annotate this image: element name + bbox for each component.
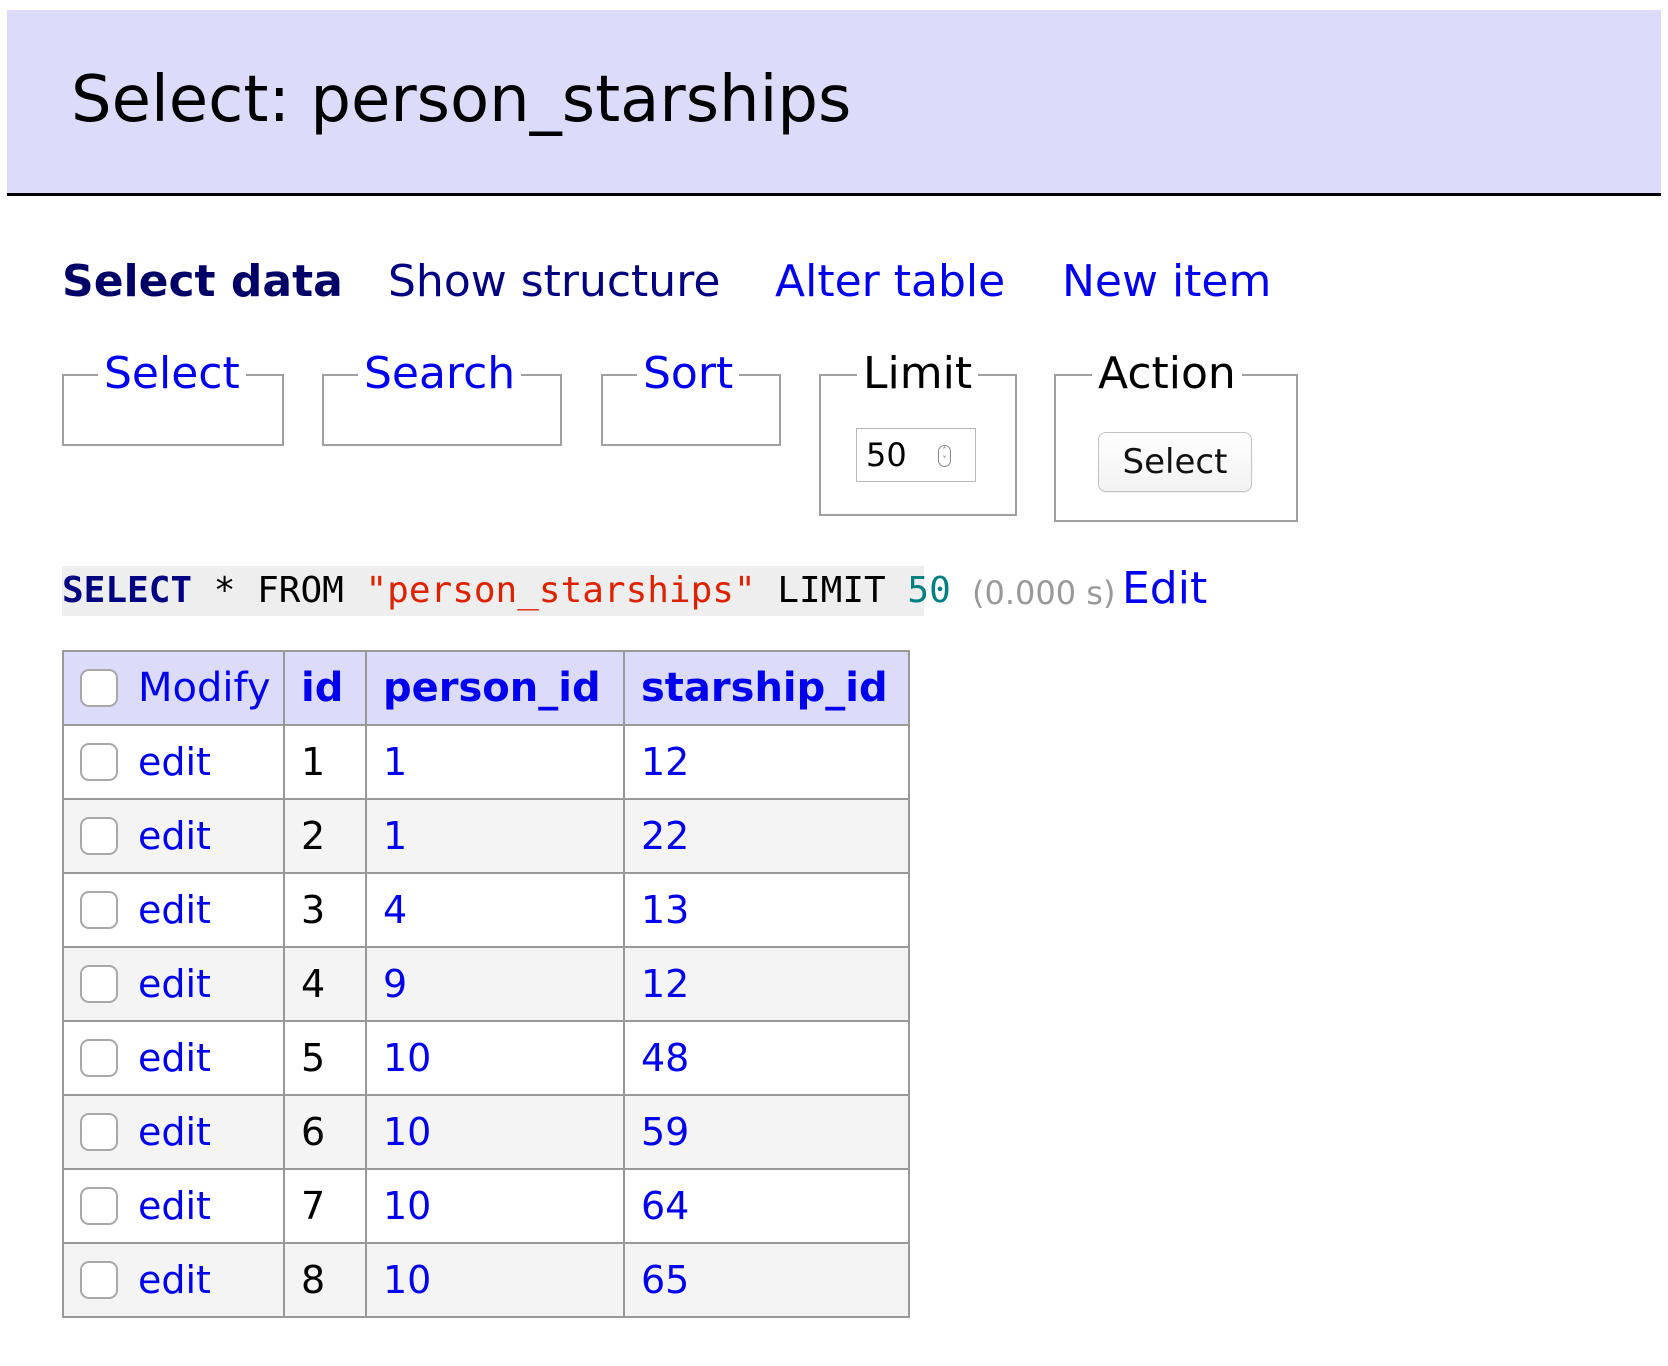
nav-select-data: Select data [62, 256, 343, 307]
select-legend-link[interactable]: Select [98, 352, 246, 396]
row-modify-cell: edit [62, 1242, 285, 1318]
limit-value: 50 [866, 436, 907, 474]
sql-select-keyword: SELECT [62, 570, 193, 611]
page-header: Select: person_starships [7, 10, 1661, 196]
table-row: edit 2 1 22 [62, 798, 910, 874]
row-modify-cell: edit [62, 724, 285, 800]
cell-starship-id[interactable]: 13 [623, 872, 910, 948]
cell-starship-id[interactable]: 59 [623, 1094, 910, 1170]
row-modify-cell: edit [62, 1020, 285, 1096]
select-button[interactable]: Select [1098, 432, 1252, 492]
row-edit-link[interactable]: edit [138, 1036, 211, 1080]
sql-from-keyword: FROM [257, 570, 344, 611]
sql-table-name: "person_starships" [365, 570, 756, 611]
sql-star: * [213, 570, 236, 611]
cell-person-id[interactable]: 4 [365, 872, 625, 948]
cell-person-id[interactable]: 9 [365, 946, 625, 1022]
cell-starship-id[interactable]: 65 [623, 1242, 910, 1318]
row-edit-link[interactable]: edit [138, 1258, 211, 1302]
sql-code: SELECT * FROM "person_starships" LIMIT 5… [62, 566, 951, 616]
column-header-starship-id[interactable]: starship_id [623, 650, 910, 726]
column-header-modify: Modify [62, 650, 285, 726]
cell-starship-id[interactable]: 12 [623, 946, 910, 1022]
cell-starship-id[interactable]: 48 [623, 1020, 910, 1096]
sort-legend-link[interactable]: Sort [637, 352, 740, 396]
cell-id: 3 [283, 872, 367, 948]
table-header-row: Modify id person_id starship_id [62, 650, 910, 726]
cell-person-id[interactable]: 10 [365, 1094, 625, 1170]
row-checkbox[interactable] [80, 891, 118, 929]
cell-id: 4 [283, 946, 367, 1022]
table-row: edit 4 9 12 [62, 946, 910, 1022]
results-table: Modify id person_id starship_id edit 1 1 12… [62, 650, 910, 1318]
row-checkbox[interactable] [80, 965, 118, 1003]
row-checkbox[interactable] [80, 817, 118, 855]
table-row: edit 1 1 12 [62, 724, 910, 800]
cell-starship-id[interactable]: 12 [623, 724, 910, 800]
cell-starship-id[interactable]: 64 [623, 1168, 910, 1244]
row-edit-link[interactable]: edit [138, 1184, 211, 1228]
query-time: (0.000 s) [972, 574, 1116, 612]
sql-limit-keyword: LIMIT [777, 570, 886, 611]
page-title: Select: person_starships [71, 63, 852, 137]
cell-id: 2 [283, 798, 367, 874]
search-fieldset: Search [322, 352, 562, 446]
row-edit-link[interactable]: edit [138, 888, 211, 932]
limit-fieldset: Limit 50 ˄ ˅ [819, 352, 1017, 516]
row-checkbox[interactable] [80, 743, 118, 781]
column-header-person-id[interactable]: person_id [365, 650, 625, 726]
row-modify-cell: edit [62, 872, 285, 948]
search-legend-link[interactable]: Search [358, 352, 522, 396]
cell-id: 1 [283, 724, 367, 800]
row-edit-link[interactable]: edit [138, 814, 211, 858]
cell-id: 8 [283, 1242, 367, 1318]
nav-new-item[interactable]: New item [1062, 256, 1272, 307]
select-fieldset: Select [62, 352, 284, 446]
cell-person-id[interactable]: 10 [365, 1242, 625, 1318]
sql-limit-value: 50 [907, 570, 951, 611]
row-edit-link[interactable]: edit [138, 1110, 211, 1154]
cell-person-id[interactable]: 10 [365, 1020, 625, 1096]
limit-legend: Limit [857, 352, 979, 396]
cell-id: 6 [283, 1094, 367, 1170]
cell-person-id[interactable]: 1 [365, 798, 625, 874]
spinner-arrows-icon[interactable]: ˄ ˅ [938, 445, 951, 467]
table-row: edit 7 10 64 [62, 1168, 910, 1244]
row-edit-link[interactable]: edit [138, 962, 211, 1006]
table-row: edit 5 10 48 [62, 1020, 910, 1096]
row-checkbox[interactable] [80, 1039, 118, 1077]
limit-input[interactable]: 50 ˄ ˅ [856, 428, 976, 482]
action-legend: Action [1092, 352, 1242, 396]
cell-person-id[interactable]: 1 [365, 724, 625, 800]
modify-header-link[interactable]: Modify [138, 665, 271, 711]
sort-fieldset: Sort [601, 352, 781, 446]
column-header-id[interactable]: id [283, 650, 367, 726]
row-checkbox[interactable] [80, 1187, 118, 1225]
table-row: edit 3 4 13 [62, 872, 910, 948]
select-all-checkbox[interactable] [80, 669, 118, 707]
action-fieldset: Action Select [1054, 352, 1298, 522]
edit-query-link[interactable]: Edit [1122, 563, 1208, 614]
cell-id: 5 [283, 1020, 367, 1096]
cell-person-id[interactable]: 10 [365, 1168, 625, 1244]
table-body: edit 1 1 12 edit 2 1 22 edit 3 4 13 edit 4 9 12 edit 5 10 4… [62, 724, 910, 1318]
table-row: edit 6 10 59 [62, 1094, 910, 1170]
row-modify-cell: edit [62, 798, 285, 874]
cell-starship-id[interactable]: 22 [623, 798, 910, 874]
row-checkbox[interactable] [80, 1261, 118, 1299]
row-modify-cell: edit [62, 946, 285, 1022]
table-row: edit 8 10 65 [62, 1242, 910, 1318]
cell-id: 7 [283, 1168, 367, 1244]
nav-show-structure[interactable]: Show structure [388, 256, 721, 307]
row-checkbox[interactable] [80, 1113, 118, 1151]
row-modify-cell: edit [62, 1168, 285, 1244]
row-modify-cell: edit [62, 1094, 285, 1170]
nav-alter-table[interactable]: Alter table [775, 256, 1006, 307]
row-edit-link[interactable]: edit [138, 740, 211, 784]
